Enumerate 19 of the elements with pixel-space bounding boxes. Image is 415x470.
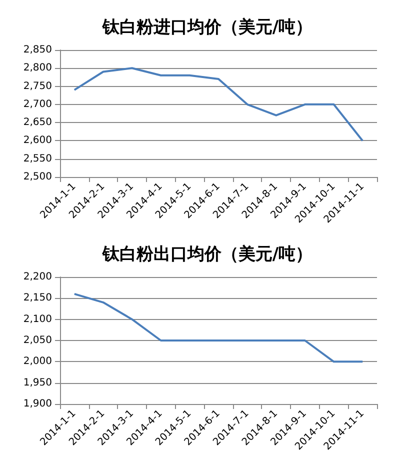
y-tick-label: 2,550 bbox=[23, 153, 52, 164]
y-tick-label: 2,600 bbox=[23, 135, 52, 146]
y-tick-label: 2,750 bbox=[23, 80, 52, 92]
line-series bbox=[73, 292, 364, 363]
y-tick-label: 2,150 bbox=[23, 292, 52, 304]
y-tick-label: 2,500 bbox=[23, 172, 52, 182]
y-tick-label: 2,000 bbox=[23, 356, 52, 368]
y-tick-label: 2,800 bbox=[23, 62, 52, 74]
y-tick-label: 1,900 bbox=[23, 398, 52, 410]
y-tick-label: 2,650 bbox=[23, 117, 52, 128]
y-tick-label: 2,050 bbox=[23, 335, 52, 346]
y-tick-label: 2,100 bbox=[23, 314, 52, 325]
y-tick-label: 1,950 bbox=[23, 377, 52, 388]
y-tick-label: 2,200 bbox=[23, 272, 52, 282]
chart-title: 钛白粉进口均价（美元/吨） bbox=[101, 18, 313, 38]
y-tick-label: 2,850 bbox=[23, 44, 52, 56]
y-tick-label: 2,700 bbox=[23, 98, 52, 110]
chart-title: 钛白粉出口均价（美元/吨） bbox=[101, 244, 313, 264]
line-series bbox=[73, 67, 364, 142]
